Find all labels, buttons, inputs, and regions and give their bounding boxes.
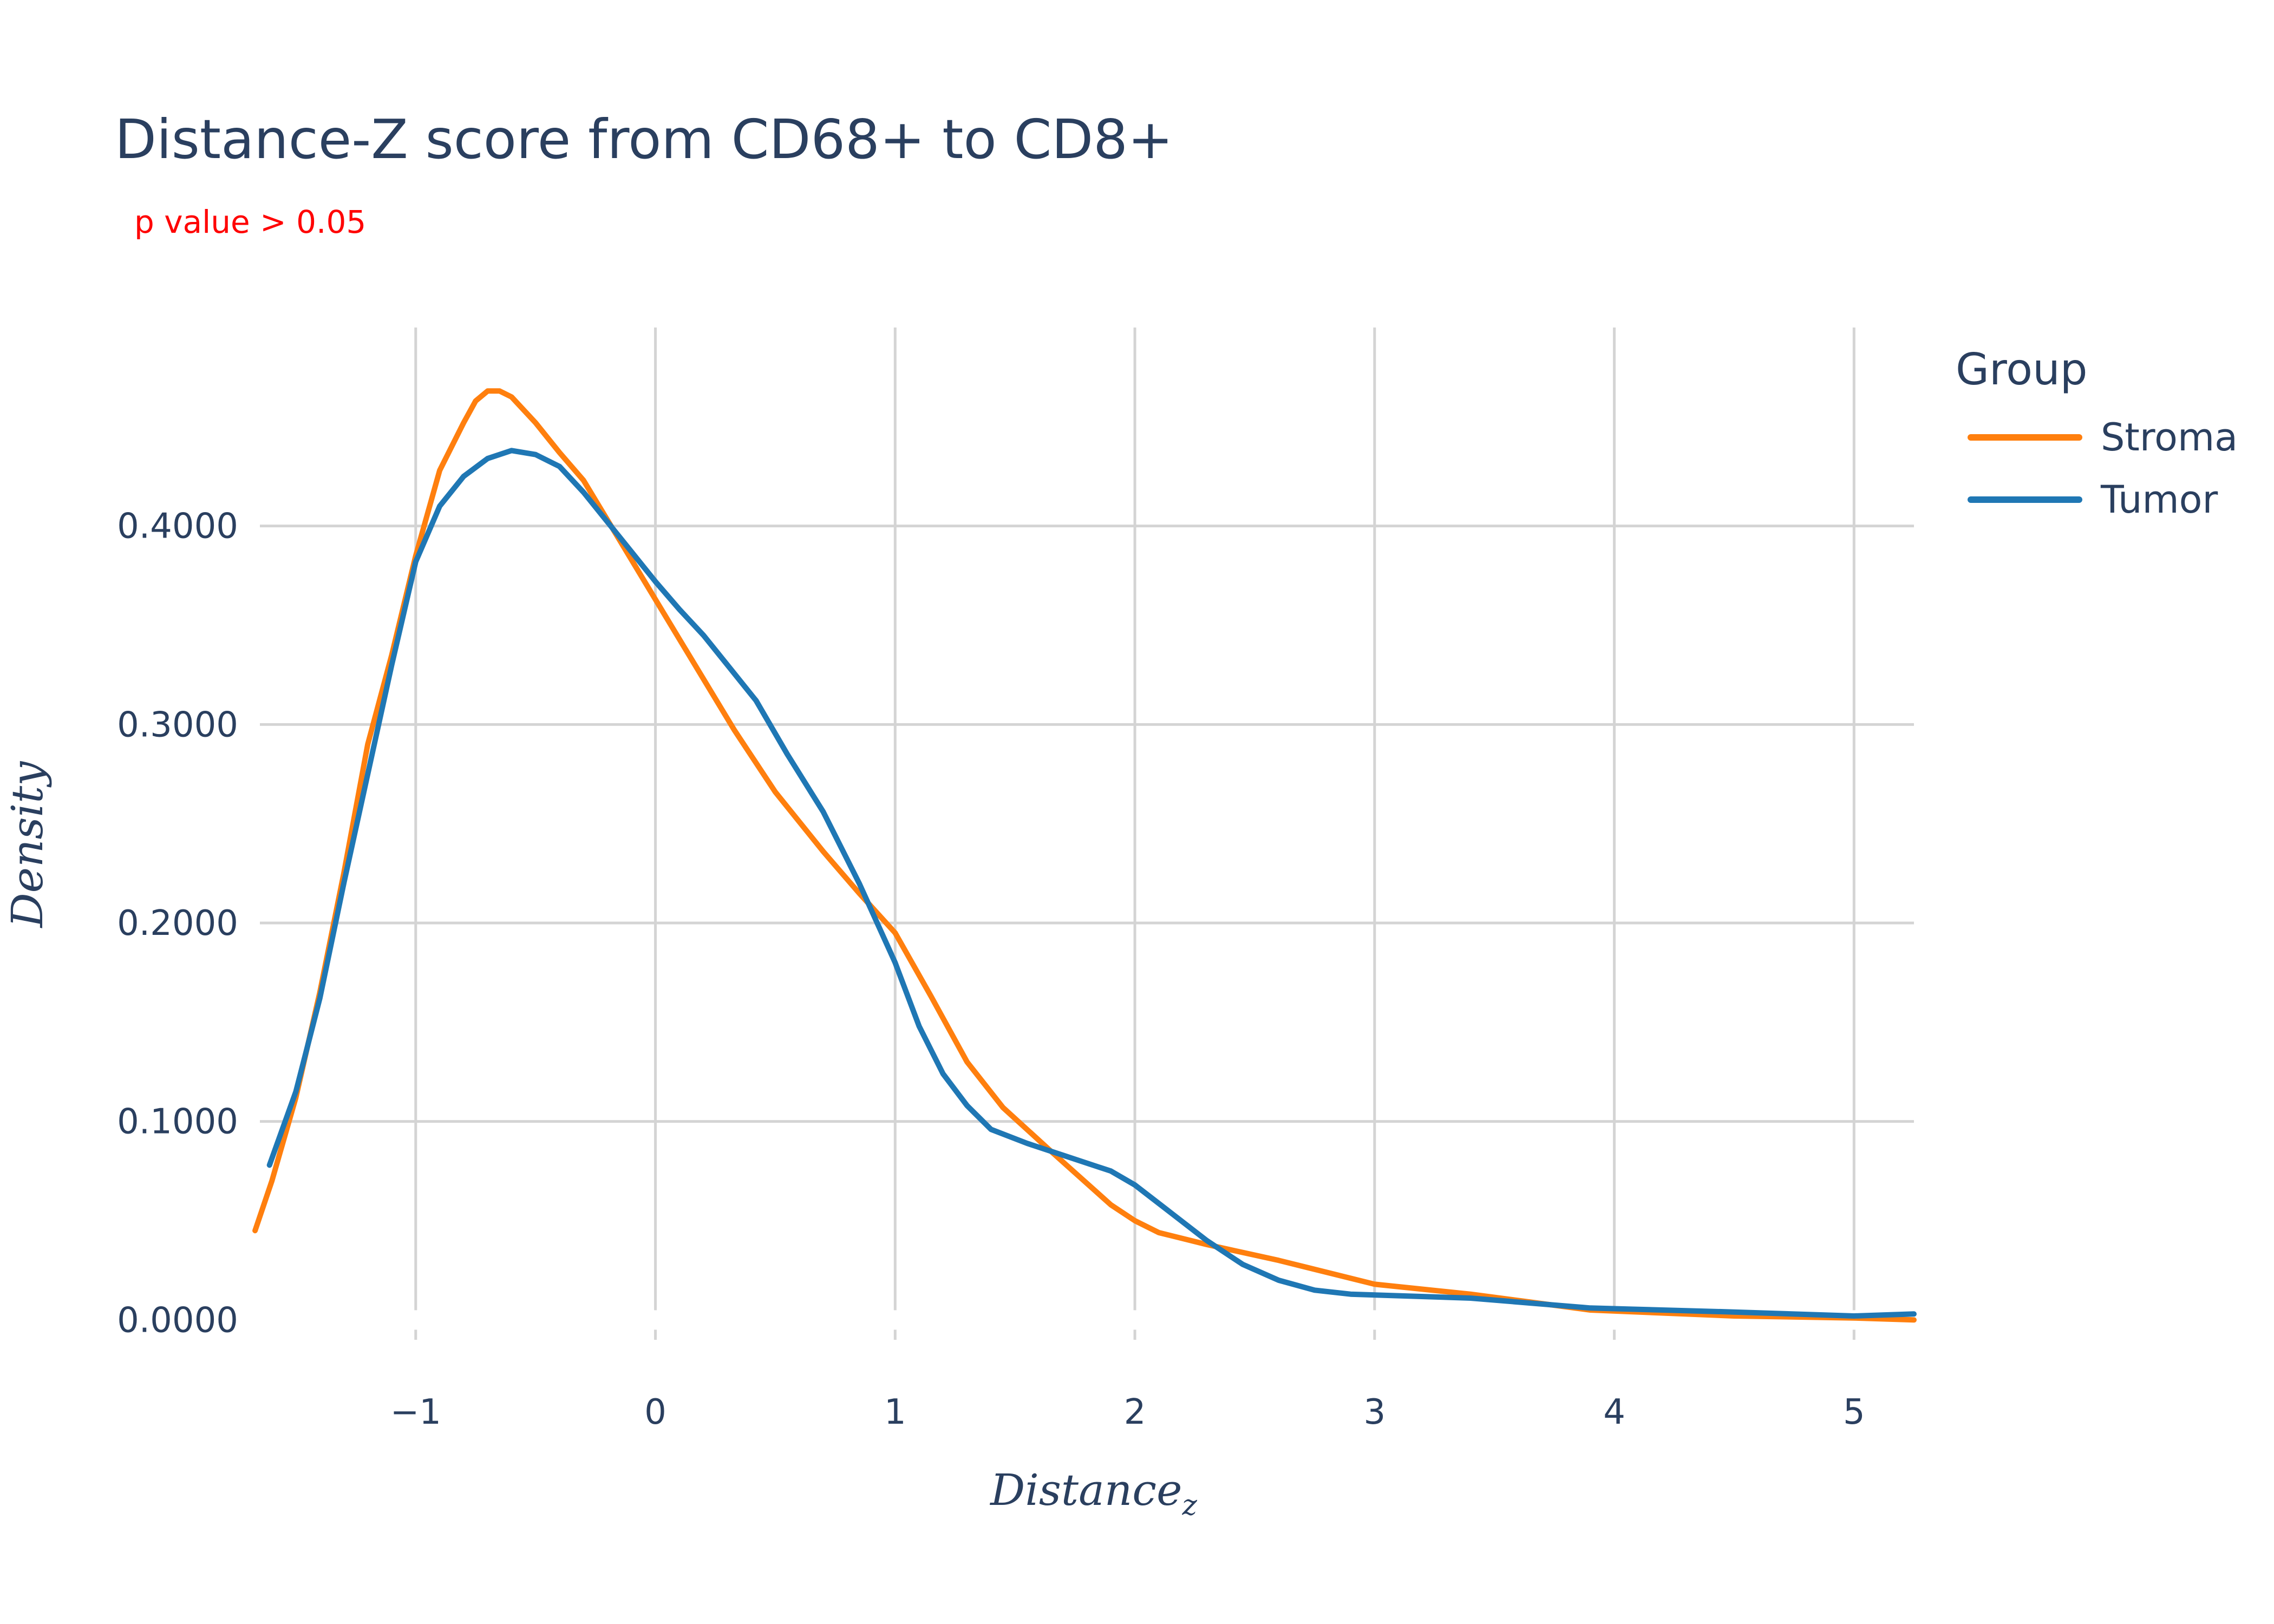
y-tick-label: 0.3000 bbox=[117, 705, 238, 745]
legend-item-label: Stroma bbox=[2101, 415, 2238, 460]
x-axis-ticks: −1 0 1 2 3 4 5 bbox=[390, 1392, 1865, 1432]
gridlines bbox=[254, 328, 1919, 1340]
chart-subtitle: p value > 0.05 bbox=[134, 204, 366, 240]
legend-item-label: Tumor bbox=[2100, 477, 2218, 522]
series-line-tumor bbox=[266, 448, 1917, 1319]
legend-title: Group bbox=[1956, 344, 2088, 395]
plot-lines bbox=[252, 388, 1917, 1323]
y-tick-label: 0.4000 bbox=[117, 507, 238, 547]
x-tick-label: 0 bbox=[644, 1392, 666, 1432]
y-tick-label: 0.2000 bbox=[117, 903, 238, 944]
y-tick-label: 0.0000 bbox=[117, 1300, 238, 1340]
x-tick-label: 3 bbox=[1363, 1392, 1386, 1432]
x-axis-title-subscript: z bbox=[1181, 1489, 1197, 1522]
legend: Group Stroma Tumor bbox=[1956, 344, 2238, 522]
x-tick-label: −1 bbox=[390, 1392, 441, 1432]
x-axis-title: Distancez bbox=[989, 1465, 1197, 1522]
x-tick-label: 1 bbox=[884, 1392, 906, 1432]
x-tick-label: 5 bbox=[1843, 1392, 1865, 1432]
x-tick-label: 4 bbox=[1603, 1392, 1625, 1432]
y-axis-title: Density bbox=[2, 761, 53, 929]
y-axis-ticks: 0.0000 0.1000 0.2000 0.3000 0.4000 bbox=[117, 507, 238, 1341]
x-tick-label: 2 bbox=[1124, 1392, 1146, 1432]
x-axis-title-main: Distance bbox=[989, 1465, 1182, 1515]
chart-title: Distance-Z score from CD68+ to CD8+ bbox=[115, 108, 1173, 171]
y-tick-label: 0.1000 bbox=[117, 1102, 238, 1142]
